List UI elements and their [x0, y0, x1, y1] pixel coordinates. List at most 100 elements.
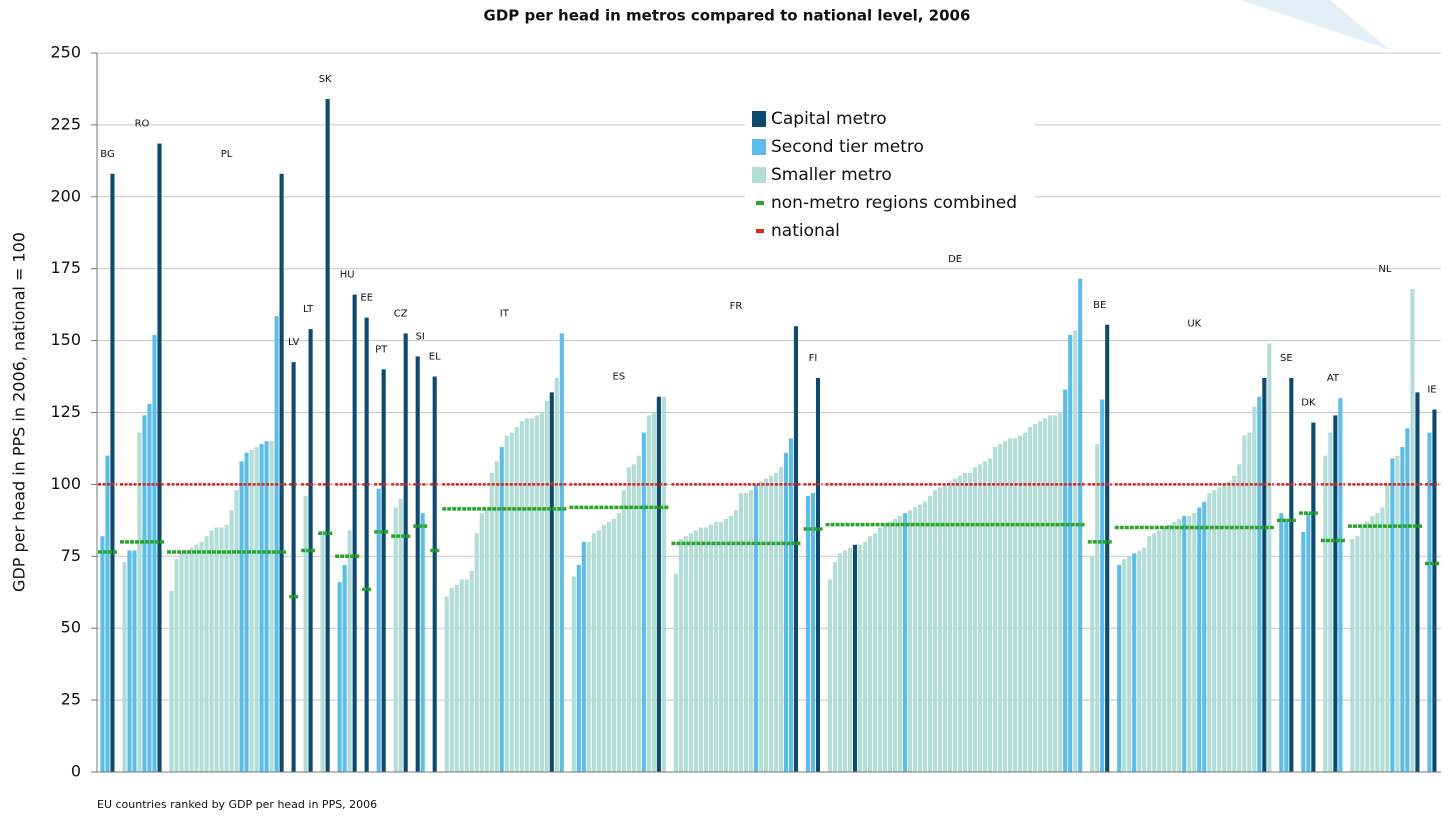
- bar: [1048, 415, 1053, 772]
- bar: [432, 376, 437, 772]
- bar: [1267, 343, 1272, 772]
- bar: [1432, 409, 1437, 772]
- bar: [249, 449, 254, 772]
- country-label: BE: [1093, 300, 1106, 311]
- bar: [1172, 521, 1177, 772]
- bar: [953, 478, 958, 772]
- country-label: SI: [416, 331, 425, 342]
- bar: [303, 495, 308, 772]
- bar: [988, 458, 993, 772]
- bar: [892, 518, 898, 772]
- bar: [169, 590, 174, 772]
- bar: [993, 447, 998, 772]
- bar: [1038, 421, 1043, 772]
- bar: [1385, 484, 1390, 772]
- country-label: BG: [100, 149, 114, 160]
- bar: [100, 536, 105, 772]
- bar: [524, 418, 529, 772]
- bar: [1410, 288, 1415, 772]
- bar: [1395, 455, 1400, 772]
- country-label: NL: [1378, 264, 1391, 275]
- bar: [581, 541, 586, 772]
- bar: [142, 415, 147, 772]
- y-tick-label: 50: [61, 618, 81, 637]
- y-tick-label: 75: [61, 546, 81, 565]
- bar: [398, 498, 403, 772]
- bar: [219, 527, 224, 772]
- y-tick-label: 225: [50, 114, 81, 133]
- bar: [1147, 536, 1152, 772]
- bar: [1242, 435, 1247, 772]
- bar: [1232, 475, 1237, 772]
- bar: [1063, 389, 1068, 772]
- bar: [805, 495, 811, 772]
- bar: [1033, 424, 1038, 772]
- bar: [1023, 432, 1028, 772]
- bar: [147, 403, 152, 772]
- legend-label: Capital metro: [771, 109, 887, 129]
- country-label: LT: [303, 304, 314, 315]
- bar: [444, 596, 449, 772]
- bar: [1132, 553, 1137, 772]
- y-tick-label: 250: [50, 43, 81, 62]
- bar: [1415, 392, 1420, 772]
- bar: [1008, 438, 1013, 772]
- bar: [1370, 516, 1375, 772]
- bar: [713, 521, 718, 772]
- bar: [586, 541, 591, 772]
- bar: [1078, 278, 1083, 772]
- country-label: HU: [340, 270, 355, 281]
- bar: [743, 493, 748, 772]
- bar: [1100, 399, 1105, 772]
- y-tick-label: 125: [50, 402, 81, 421]
- bar: [1192, 513, 1197, 772]
- bar: [983, 461, 988, 772]
- bar: [347, 530, 352, 772]
- bar: [1105, 324, 1110, 772]
- bar: [1311, 422, 1316, 772]
- bar: [621, 490, 626, 772]
- bar: [259, 444, 264, 772]
- bar: [810, 493, 816, 772]
- x-axis-label: EU countries ranked by GDP per head in P…: [97, 798, 377, 811]
- bar: [199, 541, 204, 772]
- bar: [1350, 539, 1355, 772]
- bar: [1068, 334, 1073, 772]
- country-label: FR: [730, 301, 743, 312]
- bar: [534, 415, 539, 772]
- bar: [1400, 447, 1405, 772]
- bar: [381, 369, 386, 772]
- bar: [157, 143, 162, 772]
- bar: [783, 452, 789, 772]
- bar: [204, 536, 209, 772]
- bar: [474, 533, 479, 772]
- legend-swatch: [756, 201, 764, 205]
- y-tick-label: 100: [50, 474, 81, 493]
- bar: [234, 490, 239, 772]
- legend-label: national: [771, 221, 840, 241]
- bar: [1227, 481, 1232, 772]
- bar: [1117, 564, 1122, 772]
- bar: [105, 455, 110, 772]
- bar: [1197, 507, 1202, 772]
- bar: [708, 524, 713, 772]
- bar: [239, 461, 244, 772]
- bar: [973, 467, 978, 772]
- bar: [646, 415, 651, 772]
- legend-swatch: [756, 229, 764, 233]
- country-label: RO: [135, 119, 150, 130]
- country-label: AT: [1327, 373, 1340, 384]
- bar: [1187, 516, 1192, 772]
- bar: [137, 432, 142, 772]
- bar: [753, 484, 758, 772]
- country-label: PT: [375, 344, 388, 355]
- y-tick-label: 175: [50, 258, 81, 277]
- bar: [514, 426, 519, 772]
- bar: [651, 412, 656, 772]
- bar: [616, 513, 621, 772]
- bar: [678, 539, 683, 772]
- bar: [1167, 524, 1172, 772]
- legend-swatch: [752, 139, 766, 155]
- bar: [1237, 464, 1242, 772]
- bar: [1162, 527, 1167, 772]
